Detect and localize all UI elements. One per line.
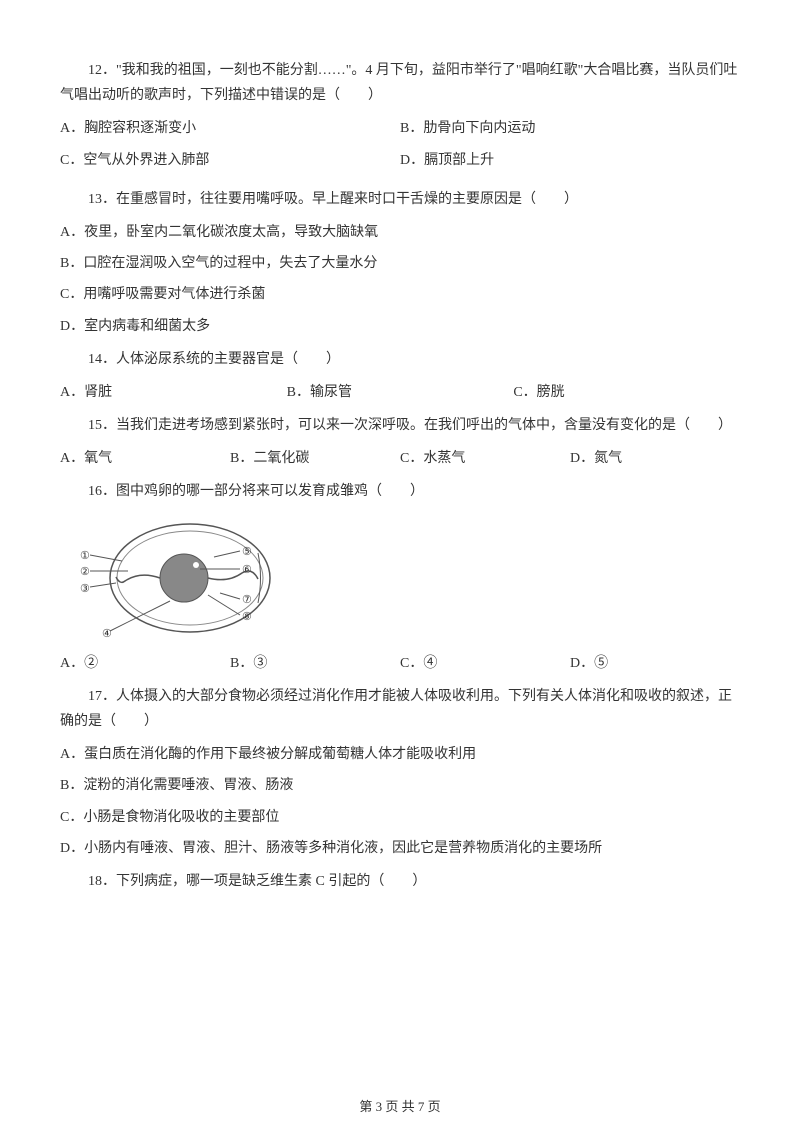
q16-opt-a: A．② <box>60 651 230 676</box>
page-footer: 第 3 页 共 7 页 <box>0 1095 800 1118</box>
q15-text: 15．当我们走进考场感到紧张时，可以来一次深呼吸。在我们呼出的气体中，含量没有变… <box>60 413 740 438</box>
q16-text: 16．图中鸡卵的哪一部分将来可以发育成雏鸡（ ） <box>60 479 740 504</box>
q17-options: A．蛋白质在消化酶的作用下最终被分解成葡萄糖人体才能吸收利用 B．淀粉的消化需要… <box>60 742 740 861</box>
q17-text: 17．人体摄入的大部分食物必须经过消化作用才能被人体吸收利用。下列有关人体消化和… <box>60 684 740 734</box>
q14-opt-b: B．输尿管 <box>287 380 514 405</box>
q16-opt-d: D．⑤ <box>570 651 740 676</box>
egg-label-5: ⑤ <box>242 543 252 563</box>
q12-opt-a: A．胸腔容积逐渐变小 <box>60 116 400 141</box>
q14-opt-a: A．肾脏 <box>60 380 287 405</box>
q14-options: A．肾脏 B．输尿管 C．膀胱 <box>60 380 740 405</box>
q15-opt-c: C．水蒸气 <box>400 446 570 471</box>
q14-opt-c: C．膀胱 <box>513 380 740 405</box>
egg-label-8: ⑧ <box>242 608 252 628</box>
q13-opt-c: C．用嘴呼吸需要对气体进行杀菌 <box>60 282 740 307</box>
egg-diagram: ① ② ③ ④ ⑤ ⑥ ⑦ ⑧ <box>80 513 280 643</box>
q13-opt-d: D．室内病毒和细菌太多 <box>60 314 740 339</box>
q15-options: A．氧气 B．二氧化碳 C．水蒸气 D．氮气 <box>60 446 740 471</box>
q17-opt-a: A．蛋白质在消化酶的作用下最终被分解成葡萄糖人体才能吸收利用 <box>60 742 740 767</box>
q13-options: A．夜里，卧室内二氧化碳浓度太高，导致大脑缺氧 B．口腔在湿润吸入空气的过程中，… <box>60 220 740 339</box>
q14-text: 14．人体泌尿系统的主要器官是（ ） <box>60 347 740 372</box>
q12-opt-d: D．膈顶部上升 <box>400 148 740 173</box>
q15-opt-b: B．二氧化碳 <box>230 446 400 471</box>
q17-opt-c: C．小肠是食物消化吸收的主要部位 <box>60 805 740 830</box>
egg-label-4: ④ <box>102 625 112 645</box>
q16-opt-b: B．③ <box>230 651 400 676</box>
q12-opt-c: C．空气从外界进入肺部 <box>60 148 400 173</box>
q15-opt-d: D．氮气 <box>570 446 740 471</box>
q16-opt-c: C．④ <box>400 651 570 676</box>
egg-label-6: ⑥ <box>242 561 252 581</box>
q13-opt-b: B．口腔在湿润吸入空气的过程中，失去了大量水分 <box>60 251 740 276</box>
q12-opt-b: B．肋骨向下向内运动 <box>400 116 740 141</box>
q17-opt-b: B．淀粉的消化需要唾液、胃液、肠液 <box>60 773 740 798</box>
q13-text: 13．在重感冒时，往往要用嘴呼吸。早上醒来时口干舌燥的主要原因是（ ） <box>60 187 740 212</box>
q18-text: 18．下列病症，哪一项是缺乏维生素 C 引起的（ ） <box>60 869 740 894</box>
q12-options: A．胸腔容积逐渐变小 B．肋骨向下向内运动 C．空气从外界进入肺部 D．膈顶部上… <box>60 116 740 178</box>
q12-text: 12．"我和我的祖国，一刻也不能分割……"。4 月下旬，益阳市举行了"唱响红歌"… <box>60 58 740 108</box>
q17-opt-d: D．小肠内有唾液、胃液、胆汁、肠液等多种消化液，因此它是营养物质消化的主要场所 <box>60 836 740 861</box>
q13-opt-a: A．夜里，卧室内二氧化碳浓度太高，导致大脑缺氧 <box>60 220 740 245</box>
q15-opt-a: A．氧气 <box>60 446 230 471</box>
egg-label-3: ③ <box>80 580 90 600</box>
q16-options: A．② B．③ C．④ D．⑤ <box>60 651 740 676</box>
